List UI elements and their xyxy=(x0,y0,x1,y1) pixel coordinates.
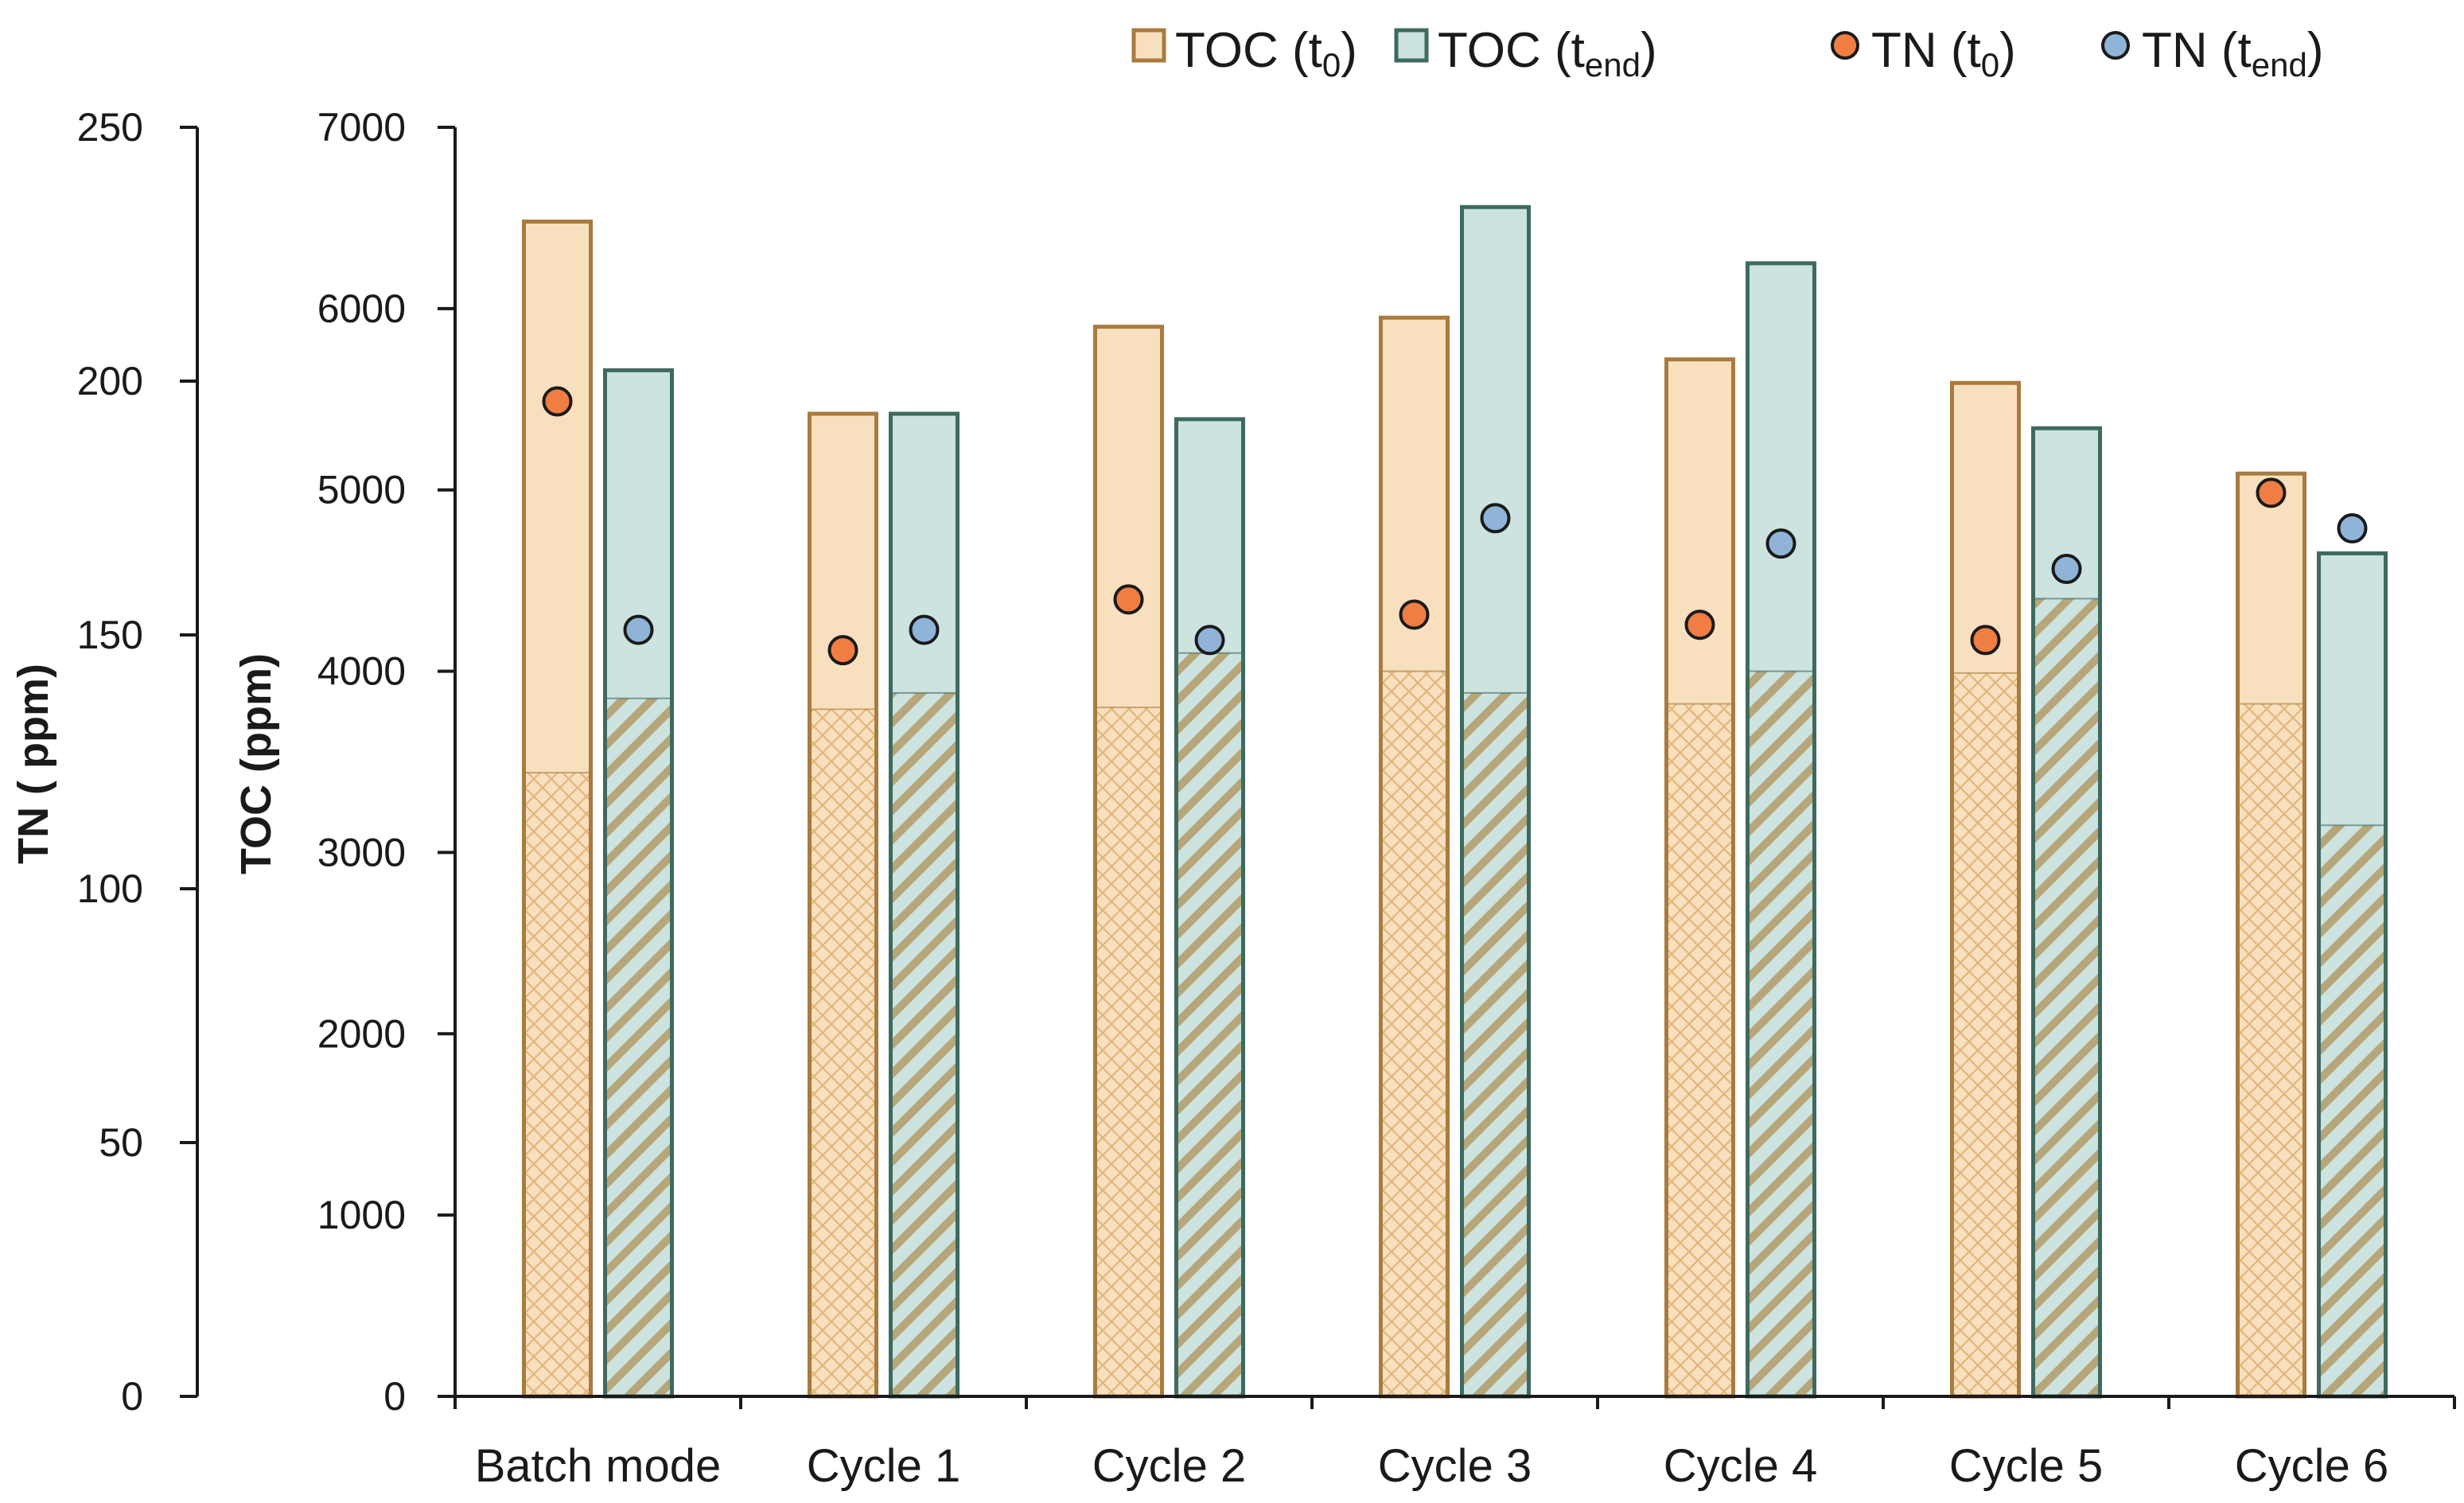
tn-tend-point xyxy=(1765,528,1796,559)
toc-tend-hatched-part xyxy=(1747,671,1815,1396)
legend-label: TOC (tend) xyxy=(1438,23,1657,84)
legend-label-subscript: 0 xyxy=(1981,46,1999,84)
toc-t0-hatched-part xyxy=(1952,672,2019,1396)
toc-t0-hatched-part xyxy=(1095,707,1162,1396)
toc-tend-hatched-part xyxy=(1176,652,1244,1396)
tn-t0-point xyxy=(1399,599,1430,630)
toc-t0-hatched-part xyxy=(2237,703,2305,1396)
toc-tick-label: 1000 xyxy=(317,1193,406,1237)
tn-tick-label: 250 xyxy=(77,105,143,150)
category-label: Cycle 3 xyxy=(1378,1440,1532,1492)
tn-t0-point xyxy=(1113,584,1144,615)
toc-tick-label: 3000 xyxy=(317,830,406,874)
bars xyxy=(522,204,2388,1399)
legend-label: TN (t0) xyxy=(1871,23,2016,84)
legend-label-base: TOC (t xyxy=(1438,23,1585,78)
axes xyxy=(196,127,2454,1398)
toc-t0-hatched-part xyxy=(1666,703,1734,1396)
toc-tend-hatched-part xyxy=(2033,598,2100,1396)
tn-tick-label: 100 xyxy=(77,866,143,911)
tn-points xyxy=(542,386,2368,666)
tn-t0-point xyxy=(1684,609,1715,641)
legend-label-base: TOC (t xyxy=(1175,23,1322,78)
toc-tend-hatched-part xyxy=(605,698,672,1396)
toc-tend-hatched-part xyxy=(1462,692,1529,1396)
tn-t0-point xyxy=(2256,477,2287,508)
tn-axis-title: TN ( ppm) xyxy=(10,664,57,864)
tn-tend-point xyxy=(909,614,940,645)
legend-label-close: ) xyxy=(2307,23,2324,78)
toc-axis-ticks: 0 1000 2000 3000 4000 5000 6000 7000 xyxy=(317,105,455,1419)
legend-marker xyxy=(2101,31,2130,60)
tn-tick-label: 200 xyxy=(77,359,143,403)
toc-tend-hatched-part xyxy=(890,692,958,1396)
legend-label-subscript: end xyxy=(2252,46,2307,84)
category-labels: Batch mode Cycle 1 Cycle 2 Cycle 3 Cycle 4 Cy… xyxy=(475,1440,2388,1492)
category-label: Cycle 4 xyxy=(1664,1440,1817,1492)
toc-axis-title: TOC (ppm) xyxy=(232,653,280,874)
category-label: Batch mode xyxy=(475,1440,722,1492)
tn-tend-point xyxy=(2337,513,2368,544)
tn-tick-label: 0 xyxy=(121,1374,143,1419)
legend-label-close: ) xyxy=(1999,23,2016,78)
tn-tend-point xyxy=(1480,503,1511,534)
category-label: Cycle 6 xyxy=(2235,1440,2388,1492)
legend-label-close: ) xyxy=(1641,23,1657,78)
legend-label-base: TN (t xyxy=(2142,23,2252,78)
category-label: Cycle 5 xyxy=(1949,1440,2103,1492)
legend-label-base: TN (t xyxy=(1871,23,1981,78)
tn-tick-label: 150 xyxy=(77,613,143,657)
tn-t0-point xyxy=(827,635,858,666)
toc-tick-label: 7000 xyxy=(317,105,406,150)
legend-marker xyxy=(1831,31,1859,60)
tn-tend-point xyxy=(623,614,654,645)
tn-tick-label: 50 xyxy=(99,1120,143,1165)
tn-tend-point xyxy=(2051,554,2082,585)
toc-tick-label: 2000 xyxy=(317,1011,406,1056)
toc-tick-label: 0 xyxy=(383,1374,406,1419)
legend-label: TN (tend) xyxy=(2142,23,2323,84)
legend-swatch xyxy=(1131,28,1166,63)
legend-label: TOC (t0) xyxy=(1175,23,1357,84)
legend-label-subscript: end xyxy=(1585,46,1641,84)
tn-t0-point xyxy=(542,386,573,417)
legend-label-subscript: 0 xyxy=(1322,46,1341,84)
category-label: Cycle 2 xyxy=(1092,1440,1246,1492)
toc-t0-hatched-part xyxy=(1380,671,1448,1396)
legend-label-close: ) xyxy=(1341,23,1357,78)
legend: TOC (t0) TOC (tend) TN (t0) TN (tend) xyxy=(1131,23,2323,84)
toc-tick-label: 4000 xyxy=(317,649,406,694)
tn-tend-point xyxy=(1194,625,1225,656)
tn-t0-point xyxy=(1970,625,2001,656)
toc-tick-label: 6000 xyxy=(317,286,406,331)
toc-t0-hatched-part xyxy=(524,773,591,1396)
legend-swatch xyxy=(1394,28,1429,63)
toc-tend-hatched-part xyxy=(2318,825,2386,1396)
toc-tick-label: 5000 xyxy=(317,468,406,512)
tn-axis-ticks: 0 50 100 150 200 250 xyxy=(77,105,197,1419)
x-axis-ticks xyxy=(453,1396,2456,1409)
toc-t0-hatched-part xyxy=(809,709,877,1396)
category-label: Cycle 1 xyxy=(807,1440,960,1492)
